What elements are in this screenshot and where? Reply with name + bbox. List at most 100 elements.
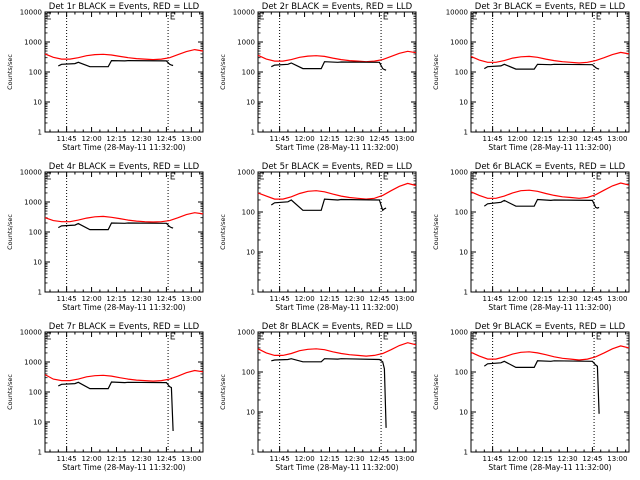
- x-tick-label: 12:30: [344, 295, 364, 303]
- x-tick-label: 12:30: [557, 295, 577, 303]
- x-tick-label: 13:00: [181, 295, 201, 303]
- x-tick-label: 12:00: [81, 295, 101, 303]
- x-axis-title: Start Time (28-May-11 11:32:00): [488, 143, 611, 152]
- x-tick-label: 13:00: [607, 455, 627, 463]
- x-tick-label: 12:00: [507, 295, 527, 303]
- y-tick-label: 10000: [446, 9, 468, 17]
- plot-frame: [470, 331, 630, 453]
- y-axis-title: Counts/sec: [219, 374, 227, 410]
- y-tick-label: 100: [242, 209, 255, 217]
- lld-series-line: [44, 212, 204, 223]
- lld-series-line: [470, 345, 630, 361]
- x-tick-label: 11:45: [57, 295, 77, 303]
- lld-series-line: [470, 182, 630, 199]
- x-tick-label: 12:15: [319, 455, 339, 463]
- x-tick-label: 12:00: [294, 455, 314, 463]
- y-tick-label: 10: [33, 419, 42, 427]
- y-tick-label: 10000: [20, 329, 42, 337]
- x-tick-label: 12:00: [294, 295, 314, 303]
- y-tick-label: 100: [29, 69, 42, 77]
- lld-series-line: [257, 50, 417, 63]
- y-tick-label: 1000: [450, 329, 468, 337]
- y-tick-label: 1: [251, 289, 255, 297]
- corner-mark-icon: [596, 332, 602, 340]
- x-tick-label: 12:45: [582, 295, 602, 303]
- events-series-line: [270, 198, 387, 212]
- y-tick-label: 1000: [450, 39, 468, 47]
- corner-mark-icon: [596, 172, 602, 180]
- x-tick-label: 12:45: [156, 295, 176, 303]
- x-tick-label: 12:45: [369, 135, 389, 143]
- panel-title: Det 7r BLACK = Events, RED = LLD: [49, 322, 200, 332]
- x-tick-label: 12:15: [532, 295, 552, 303]
- x-tick-label: 12:15: [532, 135, 552, 143]
- events-series-line: [271, 358, 387, 428]
- corner-mark-icon: [383, 332, 389, 340]
- x-tick-label: 12:15: [319, 135, 339, 143]
- x-tick-label: 12:30: [344, 135, 364, 143]
- y-tick-label: 100: [29, 389, 42, 397]
- detector-panel: Det 6r BLACK = Events, RED = LLD 1 10 100 10…: [432, 162, 630, 312]
- x-tick-label: 12:30: [557, 455, 577, 463]
- y-tick-label: 1000: [24, 39, 42, 47]
- events-series-line: [483, 198, 600, 209]
- y-tick-label: 1: [251, 129, 255, 137]
- x-tick-label: 13:00: [181, 135, 201, 143]
- x-tick-label: 12:00: [81, 135, 101, 143]
- corner-mark-icon: [383, 172, 389, 180]
- x-tick-label: 12:15: [106, 135, 126, 143]
- events-series-line: [58, 381, 174, 432]
- lld-series-line: [44, 48, 204, 61]
- x-axis-title: Start Time (28-May-11 11:32:00): [275, 143, 398, 152]
- x-tick-label: 12:45: [582, 135, 602, 143]
- y-axis-title: Counts/sec: [219, 214, 227, 250]
- x-axis-title: Start Time (28-May-11 11:32:00): [62, 303, 185, 312]
- x-tick-label: 12:45: [156, 135, 176, 143]
- x-tick-label: 12:00: [294, 135, 314, 143]
- corner-mark-icon: [259, 172, 264, 180]
- corner-mark-icon: [170, 332, 176, 340]
- corner-mark-icon: [46, 332, 51, 340]
- detector-panel: Det 8r BLACK = Events, RED = LLD 1 10 100 10…: [219, 322, 417, 472]
- plot-frame: [257, 11, 417, 133]
- panel-title: Det 5r BLACK = Events, RED = LLD: [262, 162, 413, 172]
- x-tick-label: 12:15: [532, 455, 552, 463]
- y-axis-title: Counts/sec: [6, 374, 14, 410]
- corner-mark-icon: [383, 12, 389, 20]
- corner-mark-icon: [170, 172, 176, 180]
- y-tick-label: 1: [251, 449, 255, 457]
- y-tick-label: 100: [455, 209, 468, 217]
- x-tick-label: 12:15: [106, 455, 126, 463]
- x-axis-title: Start Time (28-May-11 11:32:00): [275, 303, 398, 312]
- y-tick-label: 1: [464, 129, 468, 137]
- x-tick-label: 11:45: [57, 455, 77, 463]
- y-axis-title: Counts/sec: [432, 214, 440, 250]
- x-tick-label: 11:45: [483, 295, 503, 303]
- y-tick-label: 10: [246, 409, 255, 417]
- x-tick-label: 13:00: [607, 295, 627, 303]
- x-axis-title: Start Time (28-May-11 11:32:00): [488, 463, 611, 472]
- x-tick-label: 11:45: [483, 455, 503, 463]
- x-tick-label: 11:45: [57, 135, 77, 143]
- y-tick-label: 10000: [20, 169, 42, 177]
- y-tick-label: 1000: [24, 199, 42, 207]
- x-tick-label: 12:15: [106, 295, 126, 303]
- corner-mark-icon: [259, 332, 264, 340]
- y-tick-label: 100: [455, 369, 468, 377]
- corner-mark-icon: [46, 172, 51, 180]
- x-tick-label: 12:30: [131, 455, 151, 463]
- panel-title: Det 8r BLACK = Events, RED = LLD: [262, 322, 413, 332]
- y-tick-label: 10000: [233, 9, 255, 17]
- plot-frame: [257, 331, 417, 453]
- x-tick-label: 13:00: [394, 135, 414, 143]
- panel-title: Det 3r BLACK = Events, RED = LLD: [475, 2, 626, 12]
- plot-frame: [470, 11, 630, 133]
- x-tick-label: 13:00: [607, 135, 627, 143]
- y-tick-label: 100: [242, 69, 255, 77]
- y-tick-label: 1: [38, 449, 42, 457]
- events-series-line: [483, 360, 600, 414]
- x-tick-label: 11:45: [270, 135, 290, 143]
- panel-title: Det 2r BLACK = Events, RED = LLD: [262, 2, 413, 12]
- x-tick-label: 12:45: [369, 455, 389, 463]
- events-series-line: [484, 63, 600, 70]
